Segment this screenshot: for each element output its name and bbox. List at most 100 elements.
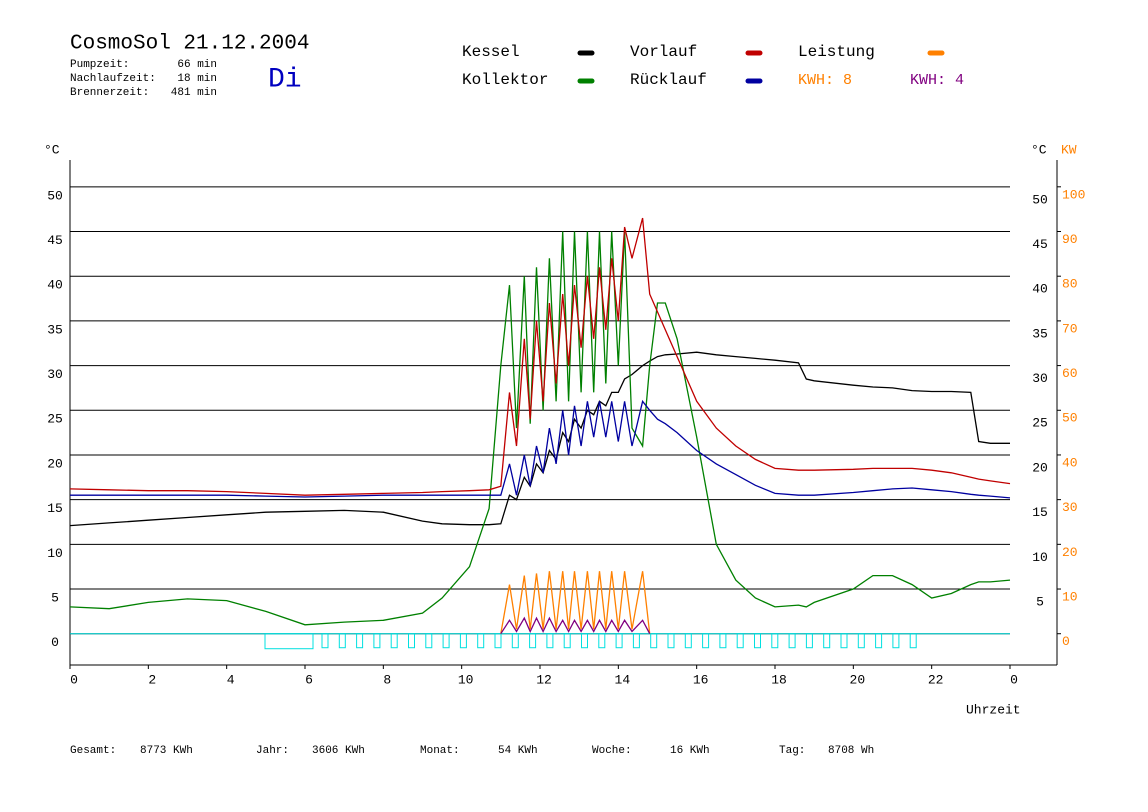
info-value: 66 min bbox=[177, 59, 217, 71]
series-line bbox=[69, 231, 1011, 626]
pump-block bbox=[390, 633, 398, 649]
legend-label: Kessel bbox=[462, 43, 520, 61]
y-tick-label-right: 45 bbox=[1032, 237, 1048, 252]
x-tick-label: 4 bbox=[227, 672, 235, 687]
pump-block bbox=[805, 633, 813, 649]
y-axis-label: °C bbox=[44, 142, 60, 157]
info-label: Brennerzeit: bbox=[70, 87, 149, 99]
y2-tick-label: 70 bbox=[1062, 321, 1078, 336]
pump-block bbox=[581, 633, 588, 649]
pump-block bbox=[615, 633, 623, 649]
x-tick-label: 6 bbox=[305, 672, 313, 687]
pump-block bbox=[546, 633, 554, 649]
y-tick-label: 25 bbox=[47, 412, 63, 427]
y-tick-label: 30 bbox=[47, 367, 63, 382]
footer-label: Monat: bbox=[420, 745, 460, 757]
pump-block bbox=[373, 633, 381, 649]
pump-block bbox=[857, 633, 865, 649]
y-tick-label-right: 35 bbox=[1032, 326, 1048, 341]
y-tick-label: 35 bbox=[47, 322, 63, 337]
pump-block bbox=[598, 633, 606, 649]
pump-block bbox=[719, 633, 727, 649]
pump-block bbox=[754, 633, 761, 649]
legend-label: Leistung bbox=[798, 43, 875, 61]
y2-tick-label: 10 bbox=[1062, 589, 1078, 604]
x-tick-label: 12 bbox=[536, 672, 552, 687]
pump-block bbox=[338, 633, 346, 649]
footer-label: Woche: bbox=[592, 745, 632, 757]
footer-value: 8773 KWh bbox=[140, 745, 193, 757]
pump-block bbox=[264, 633, 314, 650]
legend-label: Vorlauf bbox=[630, 43, 697, 61]
x-tick-label: 14 bbox=[615, 672, 631, 687]
y2-tick-label: 50 bbox=[1062, 411, 1078, 426]
annotation: KWH: 4 bbox=[910, 72, 964, 89]
series-line bbox=[70, 399, 1011, 499]
footer-value: 54 KWh bbox=[498, 745, 538, 757]
pump-block bbox=[425, 633, 433, 649]
pump-block bbox=[823, 633, 831, 649]
y-tick-label-right: 50 bbox=[1032, 192, 1048, 207]
y-tick-label-right: 15 bbox=[1032, 505, 1048, 520]
y-tick-label: 40 bbox=[47, 278, 63, 293]
y2-axis-label: KW bbox=[1061, 142, 1077, 157]
y2-tick-label: 40 bbox=[1062, 455, 1078, 470]
footer-value: 3606 KWh bbox=[312, 745, 365, 757]
footer-label: Jahr: bbox=[256, 745, 289, 757]
pump-block bbox=[875, 633, 883, 649]
legend-label: Rücklauf bbox=[630, 71, 707, 89]
annotation: KWH: 8 bbox=[798, 72, 852, 89]
pump-block bbox=[702, 633, 710, 649]
info-value: 18 min bbox=[177, 73, 217, 85]
x-tick-label: 18 bbox=[771, 672, 787, 687]
y-tick-label: 5 bbox=[51, 590, 59, 605]
series-line bbox=[500, 571, 651, 634]
x-tick-label: 8 bbox=[383, 672, 391, 687]
y-tick-label: 15 bbox=[47, 501, 63, 516]
y-tick-label-right: 40 bbox=[1032, 282, 1048, 297]
y2-tick-label: 30 bbox=[1062, 500, 1078, 515]
pump-block bbox=[408, 633, 415, 649]
pump-block bbox=[511, 633, 519, 649]
pump-block bbox=[736, 633, 744, 649]
pump-block bbox=[684, 633, 692, 649]
info-label: Pumpzeit: bbox=[70, 59, 129, 71]
y-tick-label: 50 bbox=[47, 188, 63, 203]
info-value: 481 min bbox=[171, 87, 217, 99]
y-tick-label: 45 bbox=[47, 233, 63, 248]
chart-title: CosmoSol 21.12.2004 bbox=[70, 33, 309, 56]
y-tick-label: 10 bbox=[47, 546, 63, 561]
x-tick-label: 16 bbox=[693, 672, 709, 687]
pump-block bbox=[632, 633, 640, 649]
y-tick-label: 20 bbox=[47, 456, 63, 471]
y-tick-label-right: 5 bbox=[1036, 594, 1044, 609]
y2-tick-label: 0 bbox=[1062, 634, 1070, 649]
pump-block bbox=[529, 633, 537, 649]
x-axis-label: Uhrzeit bbox=[966, 702, 1021, 717]
y-tick-label-right: 20 bbox=[1032, 460, 1048, 475]
series-line bbox=[500, 616, 651, 635]
pump-block bbox=[650, 633, 658, 649]
footer-value: 16 KWh bbox=[670, 745, 710, 757]
footer-label: Gesamt: bbox=[70, 745, 116, 757]
y-axis-label-right: °C bbox=[1031, 142, 1047, 157]
pump-block bbox=[563, 633, 571, 649]
pump-block bbox=[321, 633, 329, 649]
pump-block bbox=[788, 633, 796, 649]
pump-block bbox=[459, 633, 467, 649]
x-tick-label: 22 bbox=[928, 672, 944, 687]
x-tick-label: 20 bbox=[850, 672, 866, 687]
x-tick-label: 0 bbox=[70, 672, 78, 687]
y-tick-label-right: 10 bbox=[1032, 550, 1048, 565]
series-line bbox=[69, 217, 1011, 496]
y2-tick-label: 100 bbox=[1062, 187, 1085, 202]
footer-value: 8708 Wh bbox=[828, 745, 874, 757]
x-tick-label: 2 bbox=[148, 672, 156, 687]
pump-block bbox=[494, 633, 502, 649]
pump-block bbox=[892, 633, 900, 649]
x-tick-label: 0 bbox=[1010, 672, 1018, 687]
pump-block bbox=[771, 633, 779, 649]
y-tick-label: 0 bbox=[51, 635, 59, 650]
weekday: Di bbox=[268, 64, 302, 95]
